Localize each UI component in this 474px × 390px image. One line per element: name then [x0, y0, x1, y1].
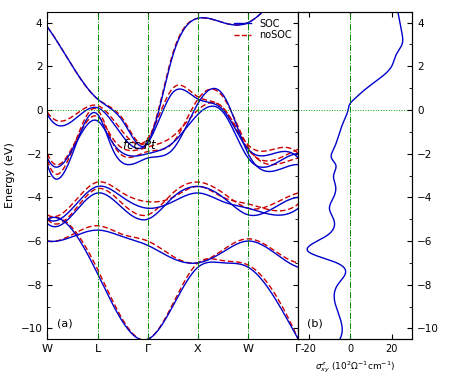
Legend: SOC, noSOC: SOC, noSOC	[232, 16, 293, 43]
Text: fcc Pt: fcc Pt	[123, 139, 155, 152]
Text: (b): (b)	[308, 318, 323, 328]
X-axis label: $\sigma_{xy}^{z}$ (10$^{2}$$\Omega^{-1}$cm$^{-1}$): $\sigma_{xy}^{z}$ (10$^{2}$$\Omega^{-1}$…	[315, 360, 395, 375]
Y-axis label: Energy (eV): Energy (eV)	[5, 143, 15, 208]
Text: (a): (a)	[57, 318, 73, 328]
